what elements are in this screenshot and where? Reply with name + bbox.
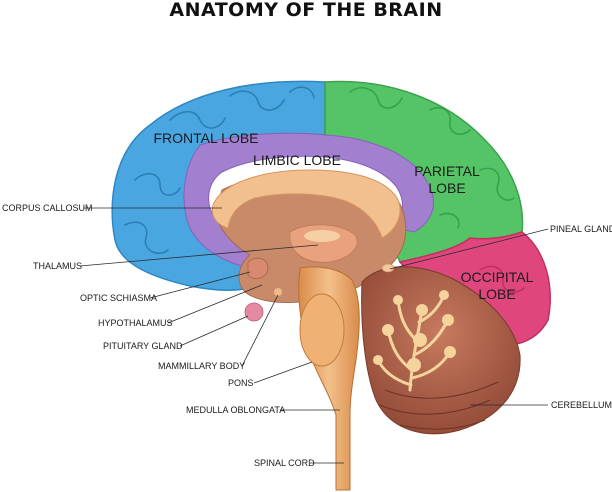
corpus-callosum-label: CORPUS CALLOSUM bbox=[2, 203, 93, 213]
cerebellum-label: CEREBELLUM bbox=[551, 400, 612, 410]
pons-label: PONS bbox=[228, 378, 254, 388]
leader-lines bbox=[79, 207, 549, 464]
pineal-gland-leader bbox=[389, 228, 549, 270]
pituitary-gland-label: PITUITARY GLAND bbox=[103, 341, 183, 351]
pons-leader bbox=[253, 361, 313, 384]
pituitary-gland-shape bbox=[244, 302, 264, 322]
mammillary-body-label: MAMMILLARY BODY bbox=[158, 361, 245, 371]
mammillary-body-leader bbox=[241, 294, 279, 367]
thalamus-leader bbox=[79, 244, 319, 267]
pons-shape bbox=[299, 293, 345, 367]
optic-schiasma-label: OPTIC SCHIASMA bbox=[80, 293, 157, 303]
corpus-callosum bbox=[211, 169, 401, 239]
occipital-lobe-label-line1: OCCIPITAL bbox=[461, 269, 534, 285]
occipital-lobe-label-line2: LOBE bbox=[478, 286, 515, 302]
frontal-lobe-label: FRONTAL LOBE bbox=[153, 130, 258, 146]
thalamus-label: THALAMUS bbox=[33, 261, 82, 271]
hypothalamus-label: HYPOTHALAMUS bbox=[98, 318, 173, 328]
parietal-lobe-label-line2: LOBE bbox=[428, 180, 465, 196]
pineal-gland-label: PINEAL GLAND bbox=[550, 224, 612, 234]
fornix bbox=[304, 230, 340, 242]
optic-chiasm bbox=[247, 257, 269, 279]
pituitary-gland-leader bbox=[179, 315, 249, 347]
arbor-vitae-fill bbox=[373, 290, 456, 372]
mammillary-body-shape bbox=[274, 288, 282, 296]
limbic-lobe bbox=[183, 132, 434, 269]
medulla-oblongata-label: MEDULLA OBLONGATA bbox=[186, 405, 285, 415]
parietal-lobe-label-line1: PARIETAL bbox=[414, 163, 480, 179]
limbic-lobe-label: LIMBIC LOBE bbox=[253, 152, 341, 168]
spinal-cord-label: SPINAL CORD bbox=[254, 458, 315, 468]
hypothalamus-leader bbox=[167, 284, 263, 324]
pineal-gland-shape bbox=[381, 263, 395, 273]
diagram-title: ANATOMY OF THE BRAIN bbox=[169, 0, 442, 21]
cerebellum bbox=[361, 266, 521, 435]
optic-schiasma-leader bbox=[149, 271, 251, 299]
